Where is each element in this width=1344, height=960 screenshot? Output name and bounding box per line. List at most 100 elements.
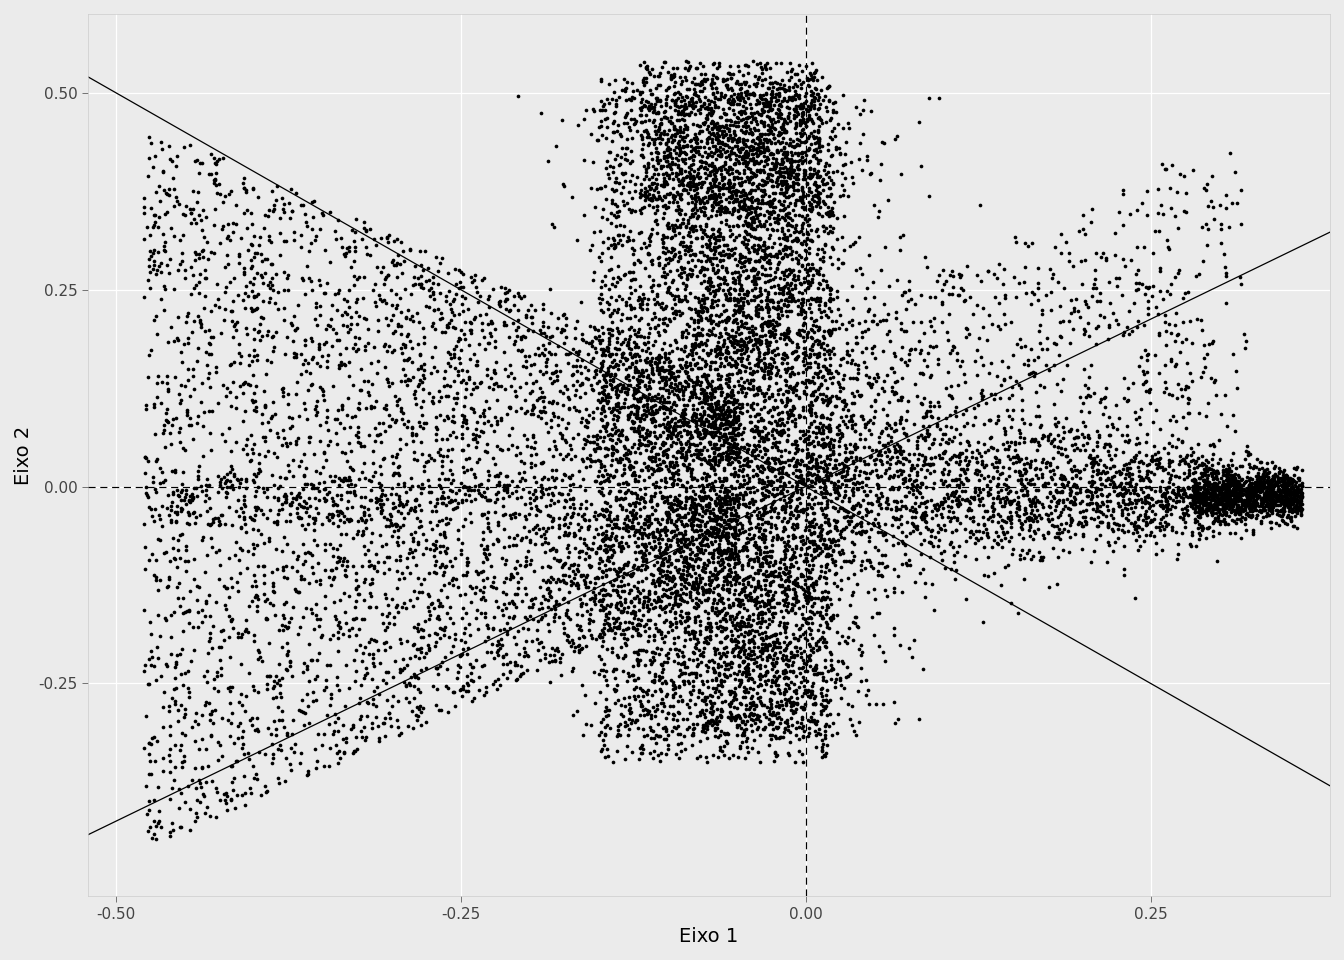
Point [655, 493, 676, 509]
Point [394, 510, 415, 525]
Point [718, 583, 739, 598]
Point [792, 285, 813, 300]
Point [655, 399, 676, 415]
Point [1203, 477, 1224, 492]
Point [986, 464, 1008, 479]
Point [980, 386, 1001, 401]
Point [409, 346, 430, 361]
Point [636, 643, 657, 659]
Point [274, 487, 296, 502]
Point [466, 353, 488, 369]
Point [1055, 410, 1077, 425]
Point [732, 540, 754, 555]
Point [363, 561, 384, 576]
Point [1263, 477, 1285, 492]
Point [669, 608, 691, 623]
Point [1189, 503, 1211, 518]
Point [646, 593, 668, 609]
Point [353, 499, 375, 515]
Point [785, 685, 806, 701]
Point [1070, 442, 1091, 457]
Point [196, 504, 218, 519]
Point [220, 774, 242, 789]
Point [727, 291, 749, 306]
Point [1253, 468, 1274, 483]
Point [151, 395, 172, 410]
Point [163, 282, 184, 298]
Point [179, 388, 200, 403]
Point [833, 457, 855, 472]
Point [1250, 497, 1271, 513]
Point [653, 109, 675, 125]
Point [792, 486, 813, 501]
Point [663, 60, 684, 76]
Point [801, 233, 823, 249]
Point [239, 665, 261, 681]
Point [710, 372, 731, 387]
Point [645, 645, 667, 660]
Point [770, 644, 792, 660]
Point [667, 463, 688, 478]
Point [259, 275, 281, 290]
Point [782, 181, 804, 197]
Point [328, 683, 349, 698]
Point [652, 397, 673, 413]
Point [496, 406, 517, 421]
Point [855, 687, 876, 703]
Point [919, 370, 941, 385]
Point [792, 188, 813, 204]
Point [835, 504, 856, 519]
Point [1269, 484, 1290, 499]
Point [691, 293, 712, 308]
Point [813, 699, 835, 714]
Point [1039, 426, 1060, 442]
Point [726, 555, 747, 570]
Point [763, 728, 785, 743]
Point [758, 596, 780, 612]
Point [702, 451, 723, 467]
Point [1267, 472, 1289, 488]
Point [810, 682, 832, 697]
Point [727, 648, 749, 663]
Point [1204, 497, 1226, 513]
Point [309, 577, 331, 592]
Point [624, 407, 645, 422]
Point [703, 429, 724, 444]
Point [663, 68, 684, 84]
Point [433, 412, 454, 427]
Point [388, 468, 410, 483]
Point [1262, 477, 1284, 492]
Point [739, 484, 761, 499]
Point [718, 148, 739, 163]
Point [829, 188, 851, 204]
Point [800, 102, 821, 117]
Point [724, 404, 746, 420]
Point [914, 430, 935, 445]
Point [812, 252, 833, 268]
Point [700, 396, 722, 411]
Point [1118, 468, 1140, 484]
Point [786, 326, 808, 342]
Point [797, 422, 818, 438]
Point [653, 494, 675, 510]
Point [706, 486, 727, 501]
Point [1043, 467, 1064, 482]
Point [1281, 503, 1302, 518]
Point [890, 443, 911, 458]
Point [683, 726, 704, 741]
Point [818, 417, 840, 432]
Point [949, 494, 970, 510]
Point [172, 623, 194, 638]
Point [804, 187, 825, 203]
Point [1251, 493, 1273, 509]
Point [702, 501, 723, 516]
Point [675, 107, 696, 122]
Point [211, 710, 233, 726]
Point [960, 502, 981, 517]
Point [314, 600, 336, 615]
Point [719, 379, 741, 395]
Point [988, 528, 1009, 543]
Point [1097, 534, 1118, 549]
Point [452, 419, 473, 434]
Point [661, 69, 683, 84]
